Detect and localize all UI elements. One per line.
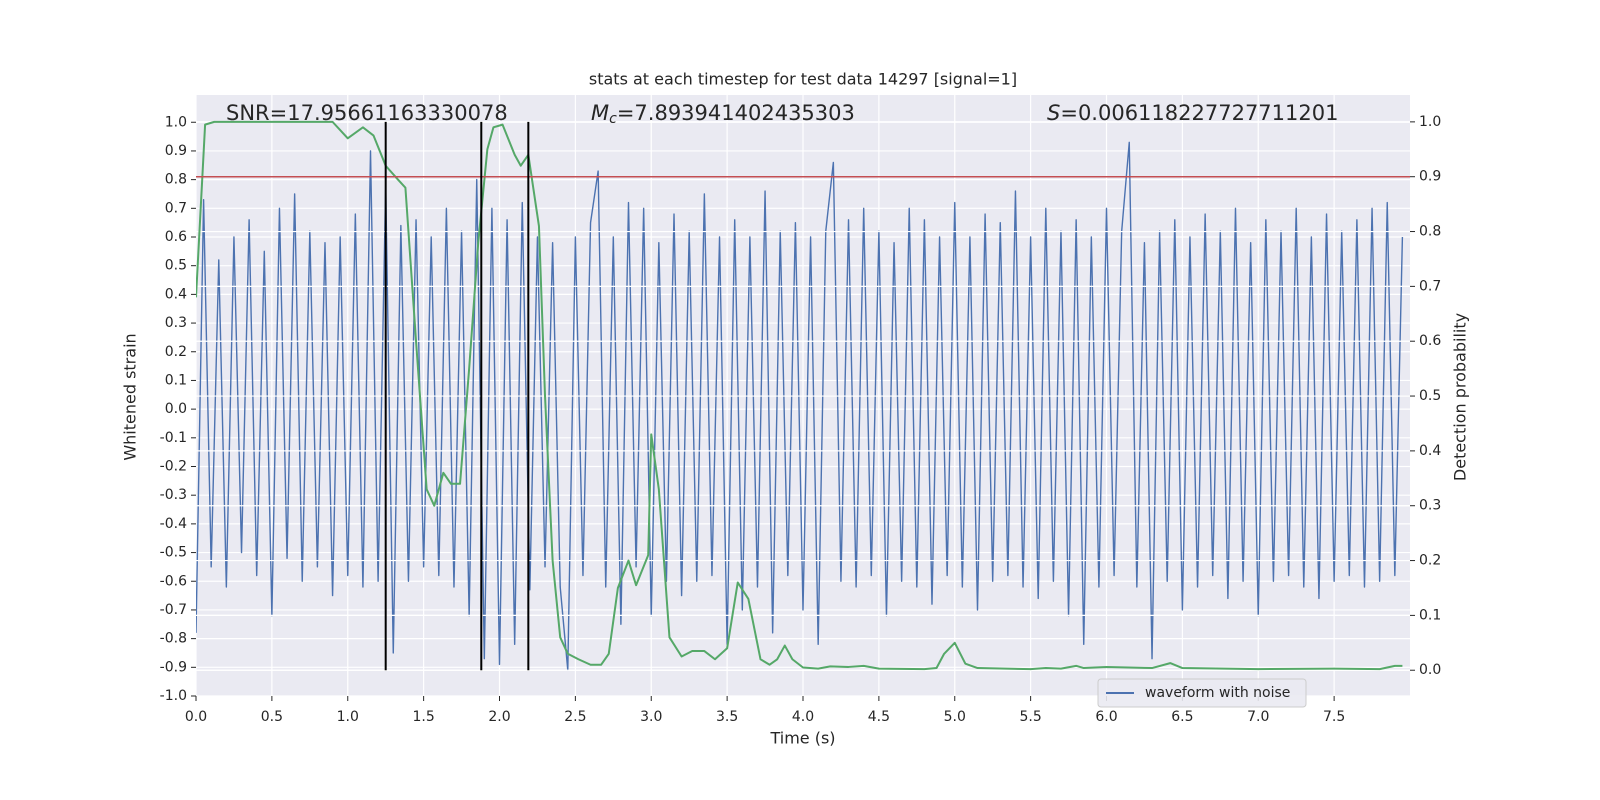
legend-box — [1097, 678, 1307, 708]
x-tick-label: 2.0 — [488, 709, 510, 725]
x-tick-label: 1.5 — [412, 709, 434, 725]
y2-tick-label: 0.2 — [1419, 553, 1441, 569]
y-tick-label: -0.2 — [160, 459, 187, 475]
y-tick-label: 0.9 — [165, 143, 187, 159]
y-tick-label: 0.2 — [165, 344, 187, 360]
line — [196, 120, 1403, 671]
x-tick-label: 3.0 — [640, 709, 662, 725]
x-tick-label: 5.0 — [944, 709, 966, 725]
y2-tick-label: 0.9 — [1419, 169, 1441, 185]
annotation: Mc=7.893941402435303 — [591, 101, 855, 127]
y-tick-label: -0.1 — [160, 430, 187, 446]
y-tick-label: -0.5 — [160, 545, 187, 561]
x-tick-label: 2.5 — [564, 709, 586, 725]
marks — [196, 120, 1410, 671]
x-tick-label: 0.0 — [185, 709, 207, 725]
y-tick-label: -0.7 — [160, 602, 187, 618]
annotation-symbol: S — [1047, 101, 1060, 125]
annotation-text: =7.893941402435303 — [617, 101, 855, 125]
y2-tick-label: 0.4 — [1419, 443, 1441, 459]
y-tick-label: -0.9 — [160, 659, 187, 675]
x-tick-label: 0.5 — [261, 709, 283, 725]
annotation-symbol: M — [591, 101, 609, 125]
y-tick-label: 0.5 — [165, 258, 187, 274]
annotation-text: =0.006118227727711201 — [1060, 101, 1338, 125]
x-tick-label: 7.5 — [1323, 709, 1345, 725]
x-tick-label: 4.0 — [792, 709, 814, 725]
x-tick-label: 6.5 — [1171, 709, 1193, 725]
legend: waveform with noise — [1097, 678, 1307, 708]
line — [196, 141, 1404, 671]
axes: 0.0 0.5 1.0 1.5 2.0 2.5 3.0 3.5 4.0 4.5 5.0 5.5 6.0 6… — [160, 114, 1442, 725]
y2-tick-label: 0.0 — [1419, 662, 1441, 678]
x-tick-label: 4.5 — [868, 709, 890, 725]
y-tick-label: 0.0 — [165, 401, 187, 417]
y2-tick-label: 0.8 — [1419, 224, 1441, 240]
y-tick-label: -1.0 — [160, 688, 187, 704]
annotation: S=0.006118227727711201 — [1047, 101, 1338, 125]
y-tick-label: 0.3 — [165, 315, 187, 331]
y2-tick-label: 0.1 — [1419, 607, 1441, 623]
y-tick-label: 0.4 — [165, 286, 187, 302]
x-tick-label: 5.5 — [1019, 709, 1041, 725]
y-axis-label: Whitened strain — [121, 333, 140, 460]
x-tick-label: 6.0 — [1095, 709, 1117, 725]
y-tick-label: 0.6 — [165, 229, 187, 245]
y-tick-label: -0.6 — [160, 573, 187, 589]
x-tick-label: 3.5 — [716, 709, 738, 725]
y2-axis-label: Detection probability — [1451, 313, 1470, 481]
y2-tick-label: 0.5 — [1419, 388, 1441, 404]
y-tick-label: 1.0 — [165, 114, 187, 130]
y2-tick-label: 0.7 — [1419, 278, 1441, 294]
chart-title: stats at each timestep for test data 142… — [589, 70, 1017, 89]
y-tick-label: 0.1 — [165, 372, 187, 388]
x-tick-label: 7.0 — [1247, 709, 1269, 725]
annotation-subscript: c — [609, 111, 617, 127]
annotation-text: SNR=17.95661163330078 — [226, 101, 508, 125]
legend-label: waveform with noise — [1145, 685, 1290, 701]
y-tick-label: 0.7 — [165, 200, 187, 216]
y2-tick-label: 0.3 — [1419, 498, 1441, 514]
y-tick-label: 0.8 — [165, 172, 187, 188]
x-tick-label: 1.0 — [337, 709, 359, 725]
y-tick-label: -0.8 — [160, 631, 187, 647]
y2-tick-label: 0.6 — [1419, 333, 1441, 349]
annotation: SNR=17.95661163330078 — [226, 101, 508, 125]
x-axis-label: Time (s) — [769, 729, 835, 748]
y-tick-label: -0.3 — [160, 487, 187, 503]
y2-tick-label: 1.0 — [1419, 114, 1441, 130]
y-tick-label: -0.4 — [160, 516, 187, 532]
